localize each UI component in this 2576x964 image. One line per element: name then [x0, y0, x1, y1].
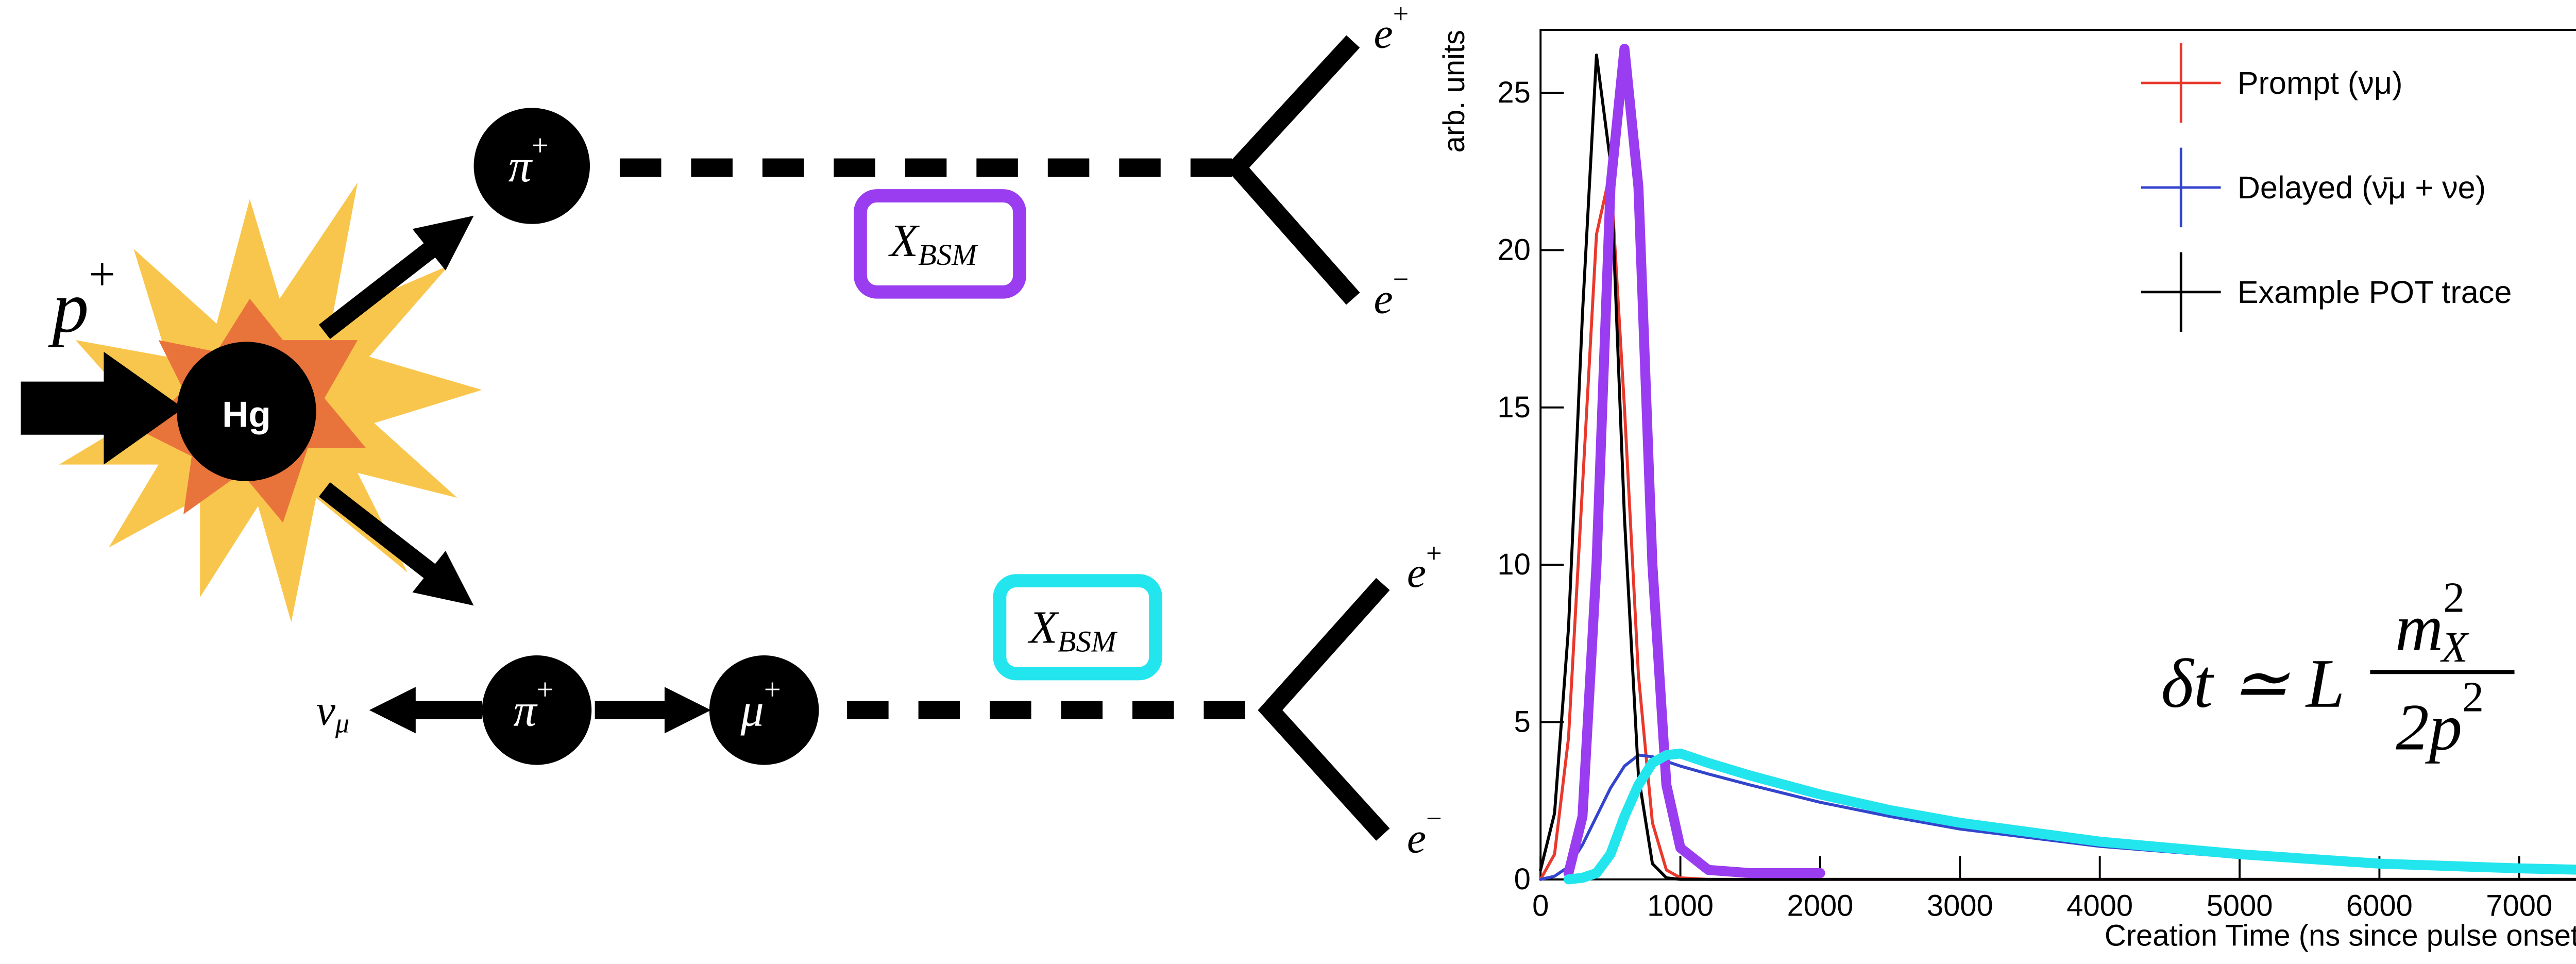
arrow: [318, 482, 442, 583]
pion: [473, 108, 590, 224]
label-sup: +: [537, 672, 554, 706]
formula-lhs: δt ≃ L: [2161, 645, 2345, 722]
legend-label: Prompt (νμ): [2238, 65, 2403, 100]
arrow: [318, 238, 442, 340]
y-tick-label: 0: [1514, 863, 1531, 896]
fork: [1258, 578, 1390, 841]
y-tick-label: 25: [1497, 76, 1530, 109]
y-tick-label: 5: [1514, 705, 1531, 738]
label: e+: [1407, 537, 1442, 596]
label-sup: +: [764, 672, 781, 706]
label-base: e: [1374, 9, 1393, 57]
x-tick-label: 3000: [1927, 889, 1993, 922]
label: p+: [47, 248, 115, 347]
label-sup: +: [89, 248, 115, 300]
label-base: μ: [740, 684, 764, 736]
y-tick-label: 20: [1497, 233, 1530, 266]
x-tick-label: 0: [1532, 889, 1549, 922]
arrow-head: [664, 687, 711, 734]
arrows: [318, 35, 1390, 841]
label: νμ: [316, 686, 349, 739]
y-tick-label: 10: [1497, 548, 1530, 581]
label-base: X: [888, 215, 920, 266]
label: XBSM: [1028, 601, 1118, 658]
label: XBSM: [888, 215, 978, 272]
label: e−: [1407, 803, 1442, 862]
series-line: [1539, 53, 2576, 881]
label-sup: 2: [2462, 673, 2484, 721]
arrow-head: [369, 687, 416, 734]
label-sup: +: [532, 128, 549, 162]
label: m2 X: [2395, 573, 2469, 671]
x-tick-label: 7000: [2486, 889, 2552, 922]
fork: [1225, 35, 1360, 305]
arrow-head: [412, 551, 474, 606]
label-sub: X: [2440, 623, 2469, 671]
label: e+: [1374, 0, 1409, 57]
mediator-box: [993, 574, 1162, 681]
mediator-box: [854, 189, 1026, 299]
label-base: π: [513, 684, 538, 736]
label-base: e: [1407, 549, 1426, 597]
label-base: X: [1028, 601, 1059, 653]
label-base: m: [2395, 590, 2443, 664]
label: 2p2: [2396, 673, 2484, 764]
x-tick-label: 2000: [1787, 889, 1853, 922]
y-axis-label: arb. units: [1438, 30, 1471, 153]
label: e−: [1374, 264, 1409, 323]
x-tick-label: 5000: [2207, 889, 2273, 922]
label-base: π: [509, 140, 533, 192]
label-sup: −: [1393, 264, 1409, 295]
arrow-heads: [369, 215, 711, 734]
x-tick-label: 1000: [1647, 889, 1714, 922]
label-sup: 2: [2443, 573, 2465, 621]
label: π+: [509, 128, 549, 192]
muon: [709, 655, 819, 765]
series-line: [1563, 748, 2576, 885]
label-sub: BSM: [1058, 624, 1118, 658]
arrow-head: [412, 215, 474, 270]
label: π+: [513, 672, 553, 736]
pion: [482, 655, 592, 765]
x-tick-label: 4000: [2066, 889, 2133, 922]
label-base: ν: [316, 686, 336, 734]
label-sup: +: [1393, 0, 1409, 29]
series-line: [1563, 43, 1825, 878]
label-sub: BSM: [918, 238, 978, 271]
label-base: 2p: [2396, 690, 2462, 764]
x-axis-label: Creation Time (ns since pulse onset): [2105, 920, 2576, 953]
label-sub: μ: [335, 707, 349, 738]
label: μ+: [740, 672, 781, 736]
legend-label: Delayed (ν̄μ + νe): [2238, 170, 2486, 205]
label-sup: +: [1426, 537, 1442, 568]
x-tick-label: 6000: [2346, 889, 2413, 922]
beam-arrow: [21, 351, 184, 465]
label-base: p: [47, 266, 89, 347]
legend-label: Example POT trace: [2238, 275, 2512, 310]
label-base: e: [1374, 275, 1393, 323]
label-base: e: [1407, 814, 1426, 862]
target-label: Hg: [222, 395, 270, 435]
label-sup: −: [1426, 803, 1442, 834]
y-tick-label: 15: [1497, 391, 1530, 424]
target: [177, 342, 316, 481]
